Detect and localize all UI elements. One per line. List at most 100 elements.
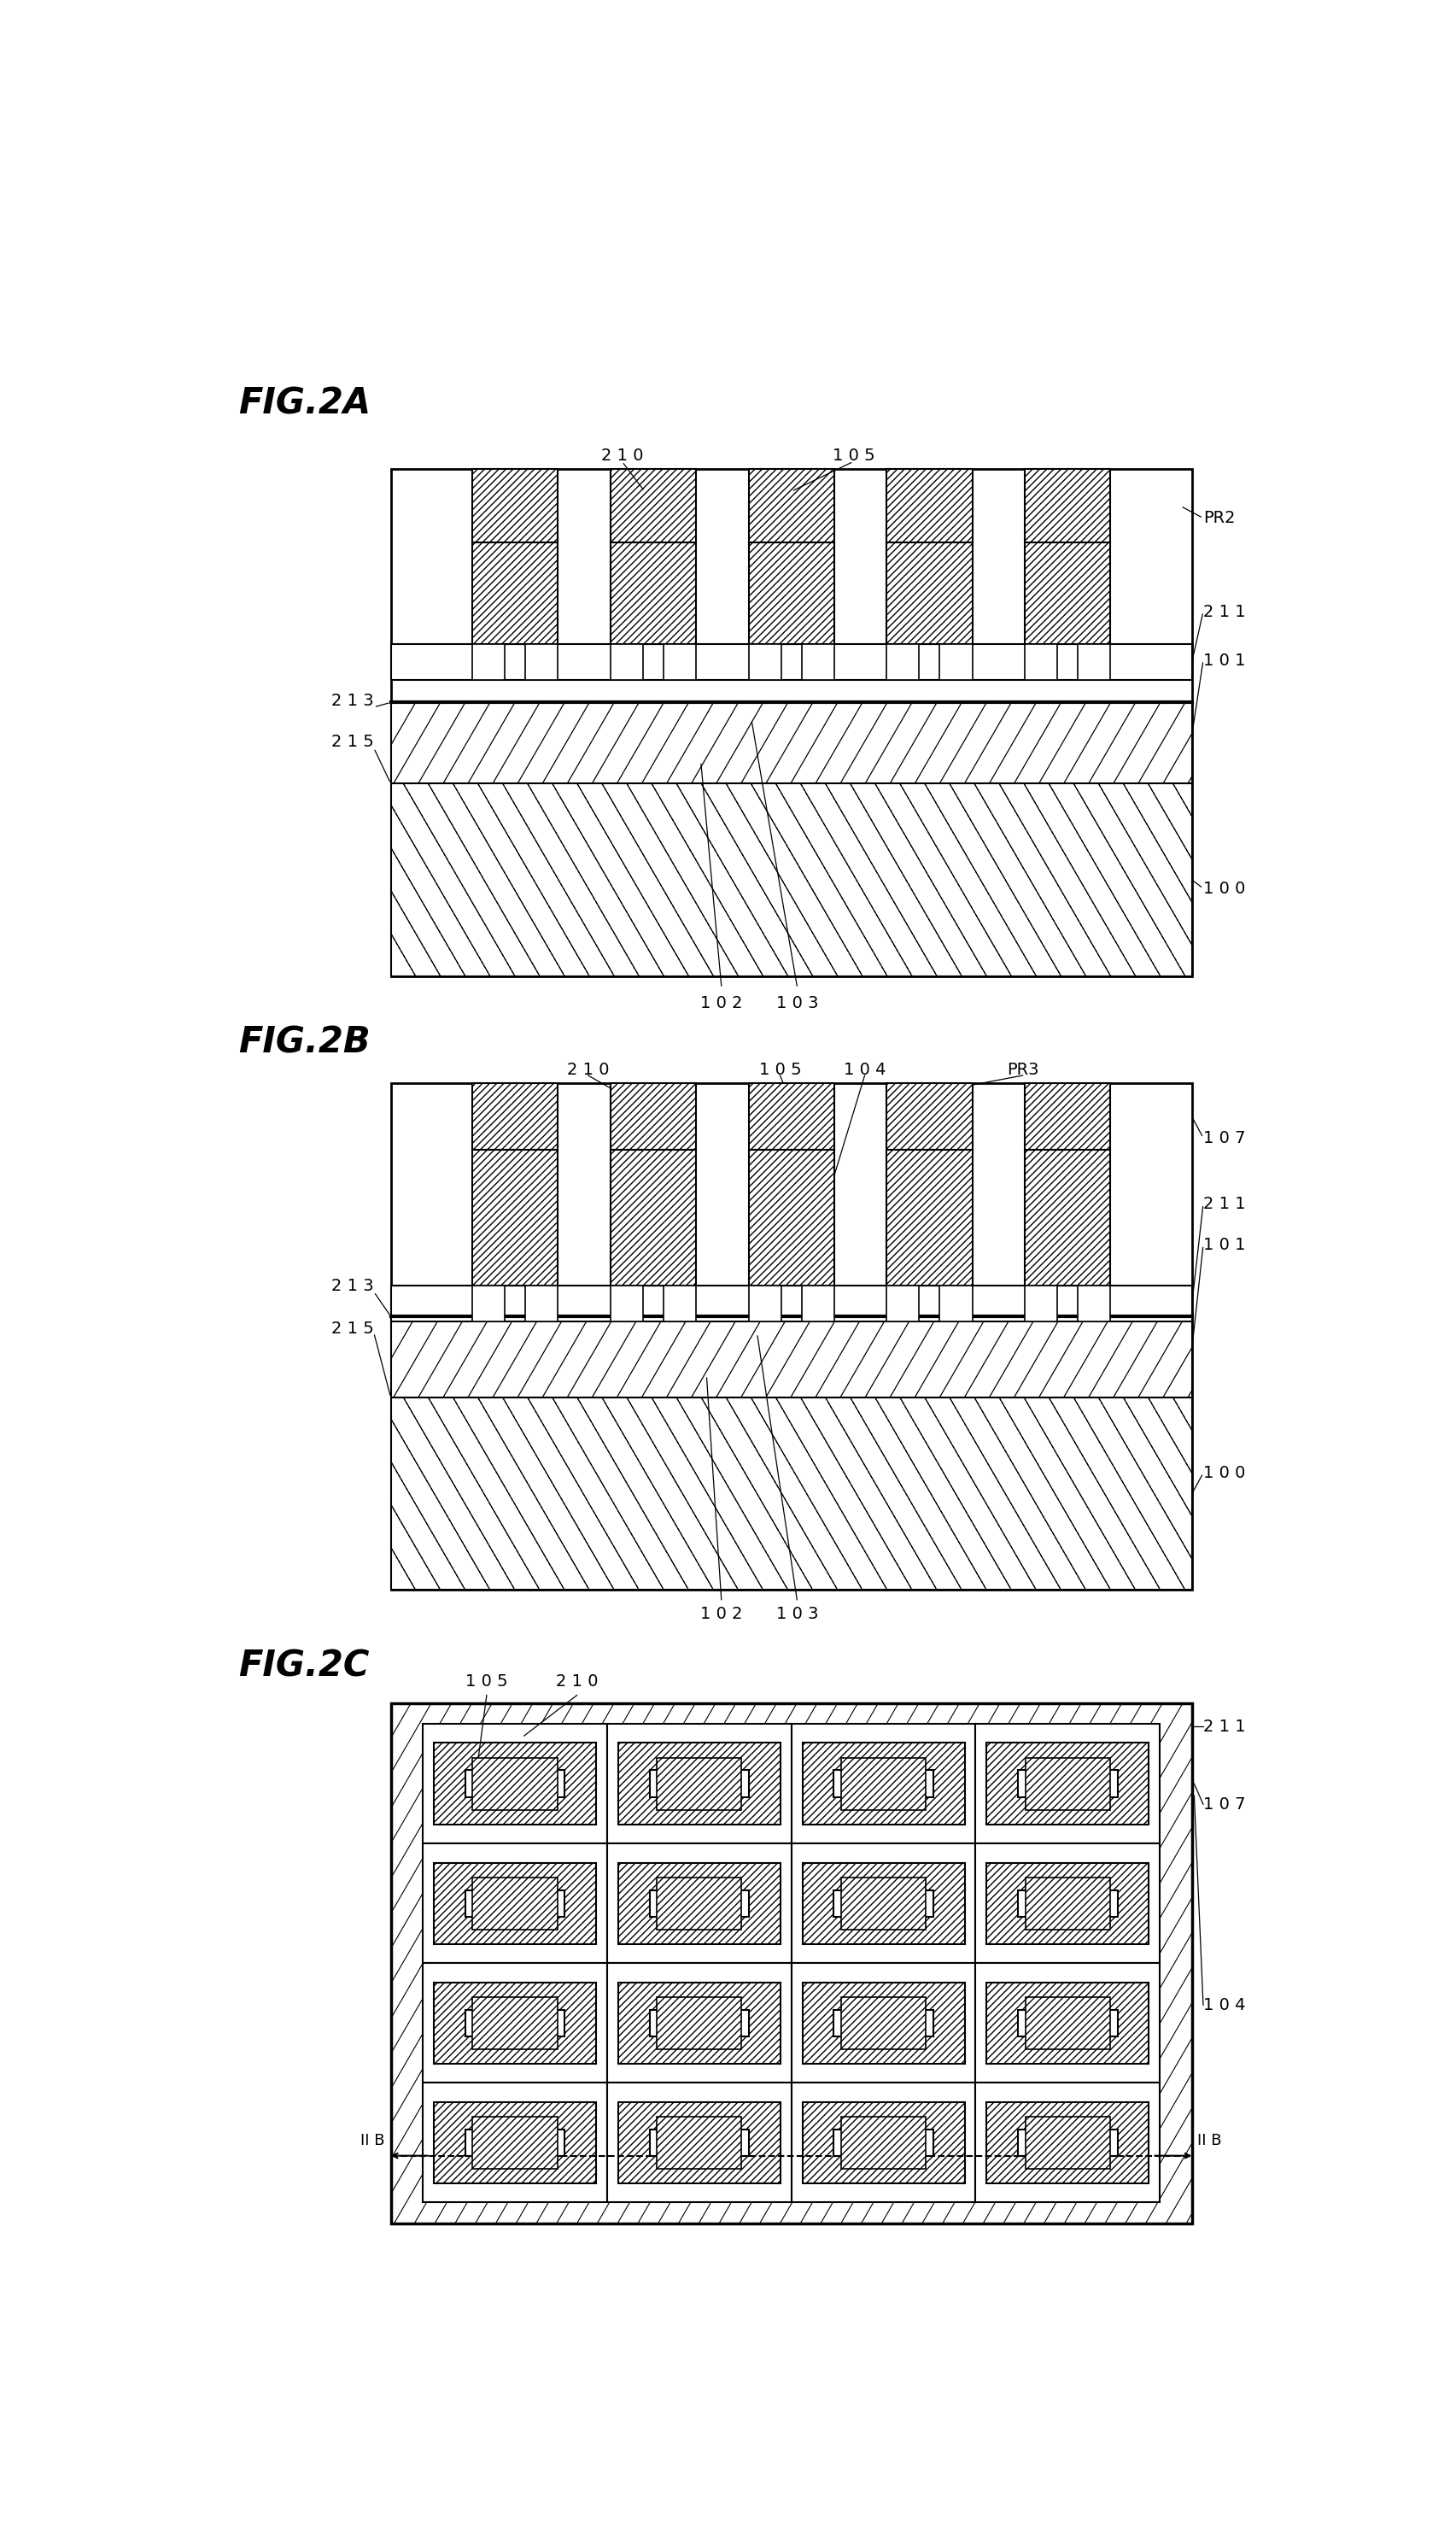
Bar [473,2116,558,2169]
Bar [792,1964,976,2083]
Bar [887,1286,919,1321]
Text: 2 1 5: 2 1 5 [332,734,374,749]
Bar [434,1863,596,1944]
Bar [610,1083,696,1149]
Bar [472,1286,505,1321]
Bar [649,2129,748,2156]
Bar [1025,1149,1111,1286]
Text: 1 0 7: 1 0 7 [1203,1797,1245,1812]
Bar [802,1982,964,2063]
Bar [422,1843,607,1964]
Bar [664,1286,696,1321]
Bar [472,645,505,681]
Bar [1025,468,1111,542]
Bar [607,2083,792,2202]
Text: 1 0 0: 1 0 0 [1203,1465,1245,1481]
Bar [1018,1891,1118,1916]
Bar [390,645,1192,681]
Bar [1025,645,1057,681]
Bar [434,2101,596,2184]
Bar [664,645,696,681]
Bar [976,1724,1160,1843]
Bar [792,1724,976,1843]
Bar [834,1891,933,1916]
Text: 2 1 3: 2 1 3 [332,693,374,709]
Bar [464,1891,565,1916]
Bar [842,1757,926,1810]
Text: 1 0 4: 1 0 4 [843,1060,885,1078]
Bar [792,2083,976,2202]
Bar [748,542,834,645]
Bar [657,1878,741,1929]
Bar [390,468,1192,977]
Text: 1 0 3: 1 0 3 [776,1605,818,1622]
Bar [422,1724,607,1843]
Bar [748,1149,834,1286]
Bar [976,2083,1160,2202]
Bar [464,1769,565,1797]
Text: 1 0 5: 1 0 5 [759,1060,801,1078]
Bar [619,1982,780,2063]
Text: 1 0 5: 1 0 5 [833,448,875,463]
Bar [802,1863,964,1944]
Bar [939,1286,973,1321]
Bar [434,1982,596,2063]
Text: 2 1 1: 2 1 1 [1203,1719,1245,1734]
Bar [987,1982,1149,2063]
Text: 2 1 0: 2 1 0 [566,1060,610,1078]
Bar [473,1878,558,1929]
Bar [610,468,696,542]
Bar [1025,1286,1057,1321]
Text: FIG.2B: FIG.2B [239,1025,370,1060]
Bar [987,1863,1149,1944]
Bar [472,1149,558,1286]
Bar [748,468,834,542]
Bar [1077,1286,1111,1321]
Bar [842,1997,926,2050]
Bar [619,1744,780,1825]
Text: PR3: PR3 [1006,1060,1038,1078]
Bar [610,645,644,681]
Bar [987,2101,1149,2184]
Bar [748,645,780,681]
Bar [607,1843,792,1964]
Bar [619,1863,780,1944]
Bar [390,1703,1192,2222]
Bar [887,1149,973,1286]
Bar [434,1744,596,1825]
Bar [987,1744,1149,1825]
Bar [1018,2129,1118,2156]
Text: 2 1 1: 2 1 1 [1203,602,1245,620]
Bar [610,542,696,645]
Text: 1 0 2: 1 0 2 [700,1605,743,1622]
Bar [834,2010,933,2037]
Bar [422,2083,607,2202]
Bar [842,1878,926,1929]
Bar [802,1286,834,1321]
Bar [472,542,558,645]
Text: FIG.2C: FIG.2C [239,1648,370,1683]
Bar [1025,542,1111,645]
Text: 1 0 5: 1 0 5 [466,1673,508,1688]
Bar [464,2010,565,2037]
Text: 1 0 2: 1 0 2 [700,995,743,1012]
Bar [649,1769,748,1797]
Bar [1018,1769,1118,1797]
Text: 2 1 3: 2 1 3 [332,1278,374,1293]
Bar [464,2129,565,2156]
Bar [607,1964,792,2083]
Bar [748,1286,780,1321]
Text: 1 0 7: 1 0 7 [1203,1129,1245,1147]
Text: 1 0 0: 1 0 0 [1203,881,1245,896]
Bar [619,2101,780,2184]
Bar [390,1286,1192,1321]
Bar [649,2010,748,2037]
Bar [887,542,973,645]
Bar [473,1757,558,1810]
Bar [472,1083,558,1149]
Bar [657,2116,741,2169]
Bar [610,1286,644,1321]
Bar [390,785,1192,977]
Bar [1025,1757,1109,1810]
Bar [802,645,834,681]
